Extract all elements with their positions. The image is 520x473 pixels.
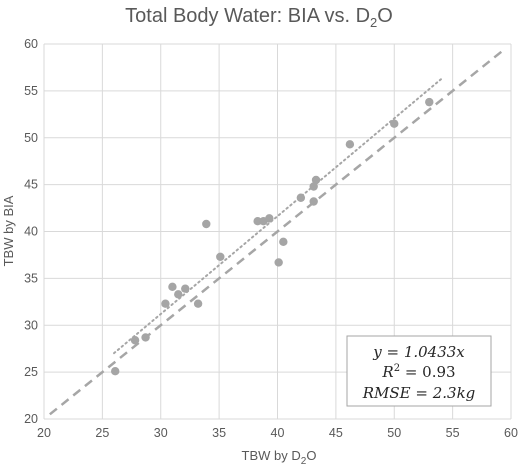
data-point — [174, 290, 183, 299]
data-point — [216, 252, 225, 262]
y-tick-label: 25 — [24, 365, 38, 379]
x-tick-labels: 20 25 30 35 40 45 50 55 60 — [37, 426, 518, 440]
data-point — [311, 175, 321, 185]
x-tick-label: 20 — [37, 426, 51, 440]
rmse-text: RMSE = 2.3kg — [362, 384, 476, 402]
data-point — [296, 193, 306, 202]
data-point — [390, 119, 399, 128]
equation-annotation: y = 1.0433x R2 = 0.93 RMSE = 2.3kg — [346, 335, 492, 407]
data-point — [168, 282, 177, 292]
fit-lines — [49, 47, 506, 416]
data-point — [130, 336, 140, 345]
y-tick-label: 30 — [24, 318, 38, 332]
y-axis-label: TBW by BIA — [1, 195, 16, 266]
data-points — [111, 97, 434, 376]
data-point — [274, 258, 283, 267]
data-point — [265, 214, 274, 223]
data-point — [309, 182, 318, 191]
x-tick-label: 25 — [95, 426, 109, 440]
data-point — [309, 197, 318, 206]
equation-box — [346, 335, 492, 407]
trend-line — [113, 78, 442, 355]
data-point — [253, 216, 262, 226]
y-tick-label: 55 — [24, 84, 38, 98]
data-point — [345, 140, 355, 149]
data-point — [161, 299, 170, 308]
equation-line: y = 1.0433x — [372, 343, 465, 361]
x-tick-label: 45 — [329, 426, 343, 440]
data-point — [193, 299, 203, 308]
y-tick-label: 50 — [24, 131, 38, 145]
data-point — [141, 333, 150, 342]
x-tick-label: 60 — [504, 426, 518, 440]
identity-line — [49, 47, 506, 416]
data-point — [111, 366, 120, 376]
y-tick-label: 35 — [24, 271, 38, 285]
y-tick-label: 20 — [24, 412, 38, 426]
data-point — [279, 237, 288, 247]
x-tick-label: 55 — [446, 426, 460, 440]
x-axis-label: TBW by D2O — [242, 448, 317, 467]
x-tick-label: 30 — [154, 426, 168, 440]
data-point — [425, 97, 434, 107]
y-tick-label: 60 — [24, 37, 38, 51]
x-tick-label: 35 — [212, 426, 226, 440]
x-tick-label: 40 — [271, 426, 285, 440]
data-point — [202, 219, 211, 229]
x-tick-label: 50 — [387, 426, 401, 440]
y-tick-labels: 20 25 30 35 40 45 50 55 60 — [24, 37, 38, 426]
data-point — [181, 284, 190, 293]
r-squared-text: R2 = 0.93 — [381, 363, 455, 381]
chart-title: Total Body Water: BIA vs. D2O — [125, 5, 393, 30]
y-tick-label: 40 — [24, 225, 38, 239]
y-tick-label: 45 — [24, 178, 38, 192]
